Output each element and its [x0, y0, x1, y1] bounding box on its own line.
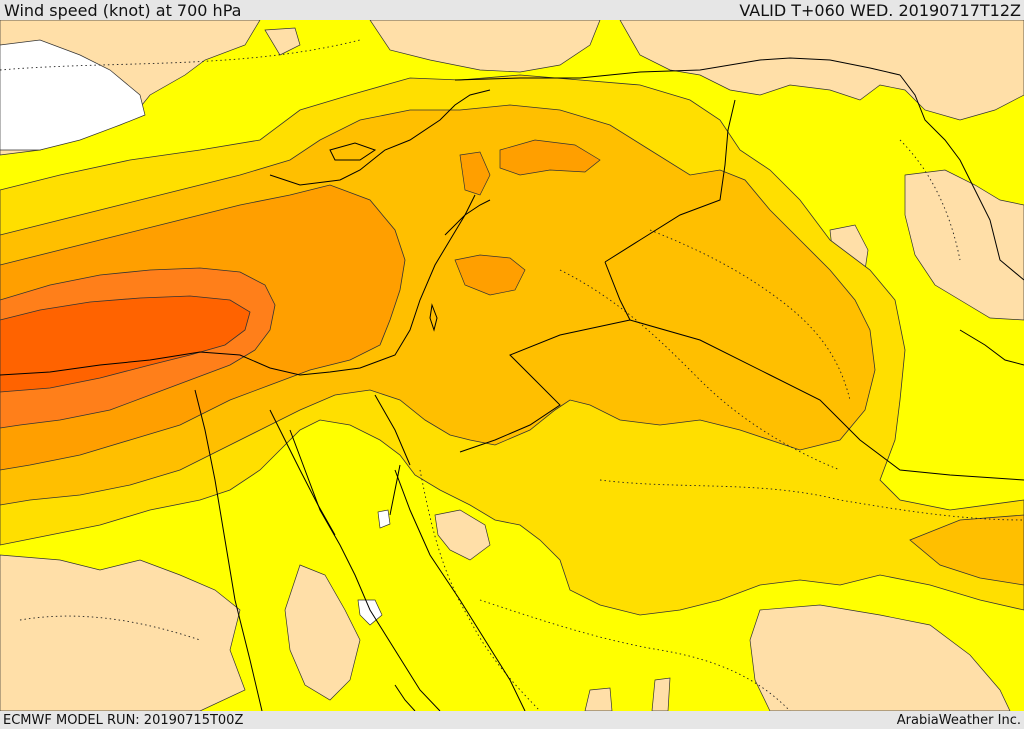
calm-area-egypt-west — [0, 554, 246, 711]
map-title: Wind speed (knot) at 700 hPa — [4, 0, 242, 20]
coast-gulf-of-aqaba — [389, 464, 401, 516]
border-iraq-saudi — [629, 319, 1024, 481]
calm-area-small-3 — [651, 677, 671, 711]
border-israel-egypt — [374, 394, 411, 466]
country-borders — [194, 57, 1024, 711]
calm-area-saudi-south — [749, 604, 1011, 711]
strong-wind-patches — [454, 139, 601, 296]
strong-patch-lebanon — [459, 151, 491, 196]
footer-bar: ECMWF MODEL RUN: 20190715T00Z ArabiaWeat… — [0, 711, 1024, 729]
border-jordan-saudi — [459, 319, 631, 453]
header-bar: Wind speed (knot) at 700 hPa VALID T+060… — [0, 0, 1024, 20]
border-egypt-sudan — [394, 684, 416, 711]
calm-area-egypt-central — [284, 564, 361, 701]
coast-red-sea-east — [394, 469, 526, 711]
coast-cyprus — [329, 142, 377, 161]
calm-area-hejaz — [434, 509, 491, 561]
border-turkey-syria — [454, 57, 901, 81]
coast-dead-sea — [429, 303, 438, 332]
coast-gulf-of-suez — [269, 409, 336, 536]
border-jordan-iraq — [604, 261, 631, 321]
credit-label: ArabiaWeather Inc. — [896, 712, 1021, 728]
wind-speed-map — [0, 20, 1024, 711]
coastlines — [0, 89, 1024, 711]
jet-core — [0, 295, 251, 393]
coast-persian-gulf — [959, 329, 1024, 366]
border-iraq-iran — [899, 74, 1024, 281]
calm-area-small-1 — [264, 27, 301, 56]
no-data-aqaba — [377, 509, 391, 529]
calm-area-turkey — [369, 20, 601, 73]
coast-red-sea-west — [289, 429, 441, 711]
border-lebanon — [444, 199, 491, 236]
border-egypt-libya — [194, 389, 263, 711]
strong-patch-syria — [499, 139, 601, 176]
fresh-wind-pocket-east — [909, 514, 1024, 586]
calm-area-northeast — [619, 20, 1024, 121]
calm-area-small-2 — [584, 687, 613, 711]
coast-mediterranean-south — [0, 194, 476, 376]
border-syria-iraq — [604, 99, 736, 263]
dotted-isolines — [0, 39, 1024, 711]
model-run-label: ECMWF MODEL RUN: 20190715T00Z — [3, 712, 244, 728]
valid-time-label: VALID T+060 WED. 20190717T12Z — [739, 0, 1021, 20]
calm-area-iran — [904, 169, 1024, 321]
coast-turkey-south — [269, 89, 491, 186]
strong-patch-jordan — [454, 254, 526, 296]
